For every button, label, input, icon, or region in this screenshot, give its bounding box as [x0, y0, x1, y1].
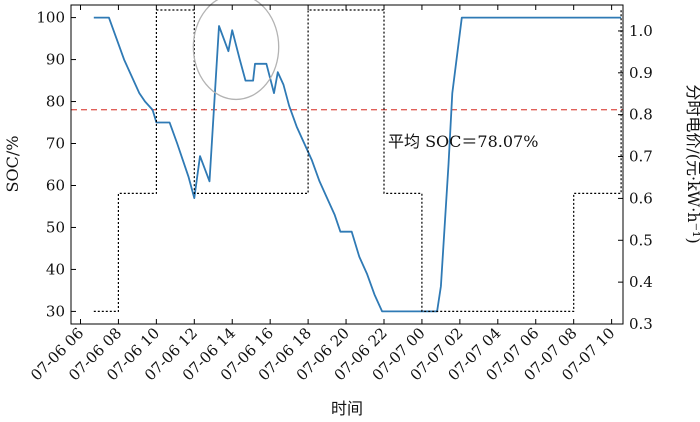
y-axis-left-label: SOC/% [3, 136, 22, 193]
y-right-tick-label: 0.9 [629, 64, 653, 82]
y-right-tick-label: 0.6 [629, 189, 653, 207]
y-left-tick-label: 100 [36, 9, 65, 27]
plot-frame [70, 4, 624, 325]
y-right-tick-label: 0.4 [629, 273, 653, 291]
y-axis-right-label: 分时电价/(元·kW·h⁻¹) [684, 84, 700, 243]
y-left-tick-label: 50 [46, 218, 65, 236]
y-left-tick-label: 30 [46, 302, 65, 320]
y-right-tick-label: 1.0 [629, 22, 653, 40]
plot-layer [71, 0, 623, 313]
y-left-tick-label: 90 [46, 51, 65, 69]
y-left-tick-label: 40 [46, 260, 65, 278]
y-right-tick-label: 0.8 [629, 106, 653, 124]
y-right-tick-label: 0.5 [629, 231, 653, 249]
price-series-line [93, 9, 622, 312]
y-right-tick-label: 0.7 [629, 148, 653, 166]
x-axis-label: 时间 [331, 399, 363, 418]
y-right-tick-label: 0.3 [629, 315, 653, 333]
highlight-circle [192, 0, 280, 101]
annotation-average-soc: 平均 SOC＝78.07% [388, 132, 538, 151]
y-left-tick-label: 80 [46, 93, 65, 111]
soc-series-line [93, 16, 622, 313]
y-left-tick-label: 70 [46, 135, 65, 153]
y-left-tick-label: 60 [46, 176, 65, 194]
